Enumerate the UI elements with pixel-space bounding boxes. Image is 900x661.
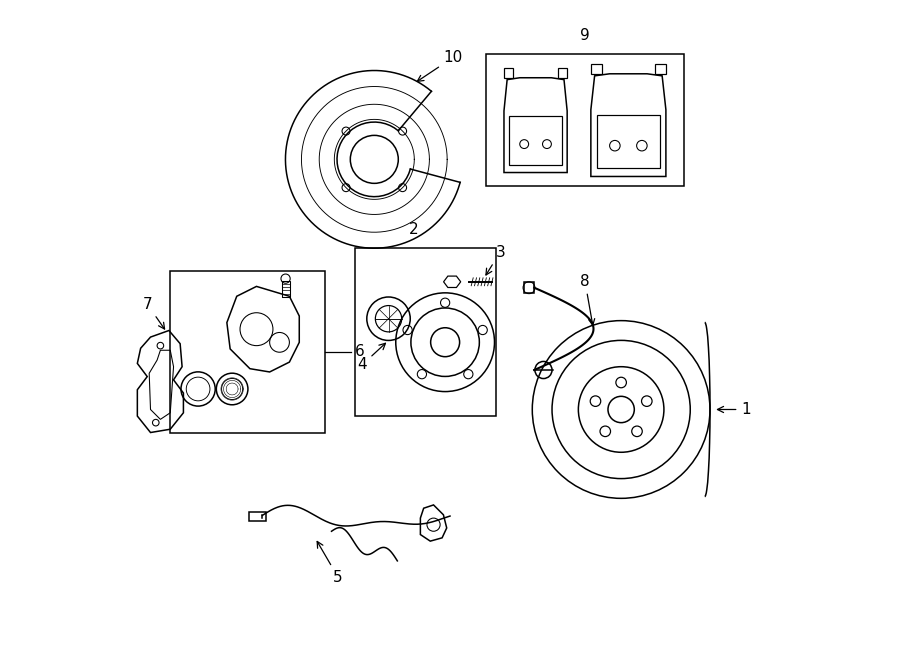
Text: 10: 10 [418,50,463,81]
Text: 6: 6 [355,344,365,360]
Text: 4: 4 [357,343,385,372]
Text: 9: 9 [580,28,590,43]
Bar [486,54,684,186]
Text: 3: 3 [486,245,505,275]
Bar [282,281,290,297]
Text: 7: 7 [142,297,165,329]
Text: 1: 1 [717,402,751,417]
Bar [249,512,266,522]
Text: 5: 5 [317,541,343,585]
Bar [355,249,496,416]
Bar [525,282,535,293]
Bar [170,271,325,432]
Text: 8: 8 [580,274,595,325]
Text: 2: 2 [410,222,418,237]
